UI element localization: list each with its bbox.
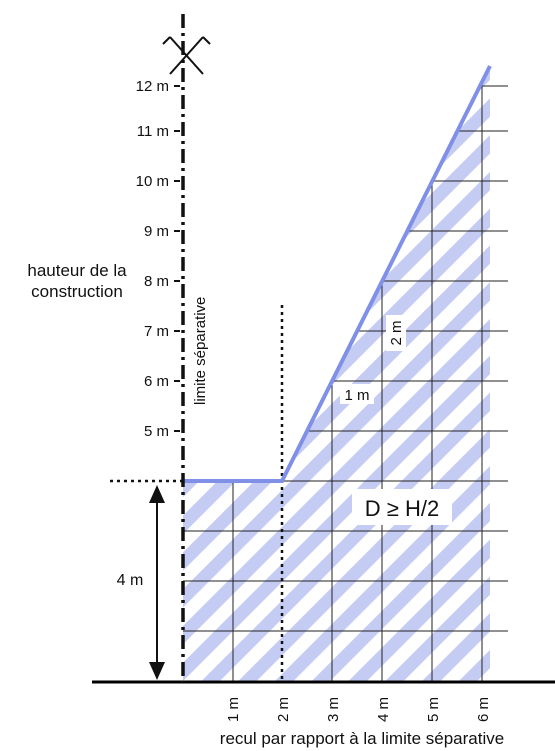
four-metre-height-arrow [112,485,165,680]
y-axis-caption-line2: construction [31,282,123,301]
y-tick-label: 12 m [136,78,169,95]
x-tick-label: 4 m [375,697,392,722]
y-tick-marks [174,85,180,432]
limit-label-background [190,264,210,409]
x-axis-caption: recul par rapport à la limite séparative [220,729,504,748]
rule-label-bg [352,489,452,525]
x-tick-label: 2 m [275,697,292,722]
horizontal-slope-label: 1 m [344,387,369,404]
horizontal-slope-label-bg [340,384,374,404]
y-tick-label: 8 m [144,273,169,290]
rule-label: D ≥ H/2 [365,496,439,521]
y-tick-label: 10 m [136,173,169,190]
y-tick-label: 9 m [144,223,169,240]
y-tick-label: 6 m [144,373,169,390]
x-cross-icon [162,36,211,75]
y-tick-label: 11 m [137,123,169,140]
limit-label: limite séparative [192,297,209,405]
x-tick-label: 1 m [225,697,242,722]
x-tick-label: 5 m [425,697,442,722]
y-tick-label: 5 m [144,423,169,440]
y-tick-label: 7 m [144,323,169,340]
y-axis-caption-line1: hauteur de la [27,261,127,280]
vertical-slope-label-bg [386,315,406,351]
envelope-line [183,65,492,483]
height-marker-label: 4 m [117,572,144,589]
x-tick-label: 3 m [325,697,342,722]
x-tick-label: 6 m [475,697,492,722]
vertical-slope-label: 2 m [388,320,405,345]
grid [183,81,508,682]
